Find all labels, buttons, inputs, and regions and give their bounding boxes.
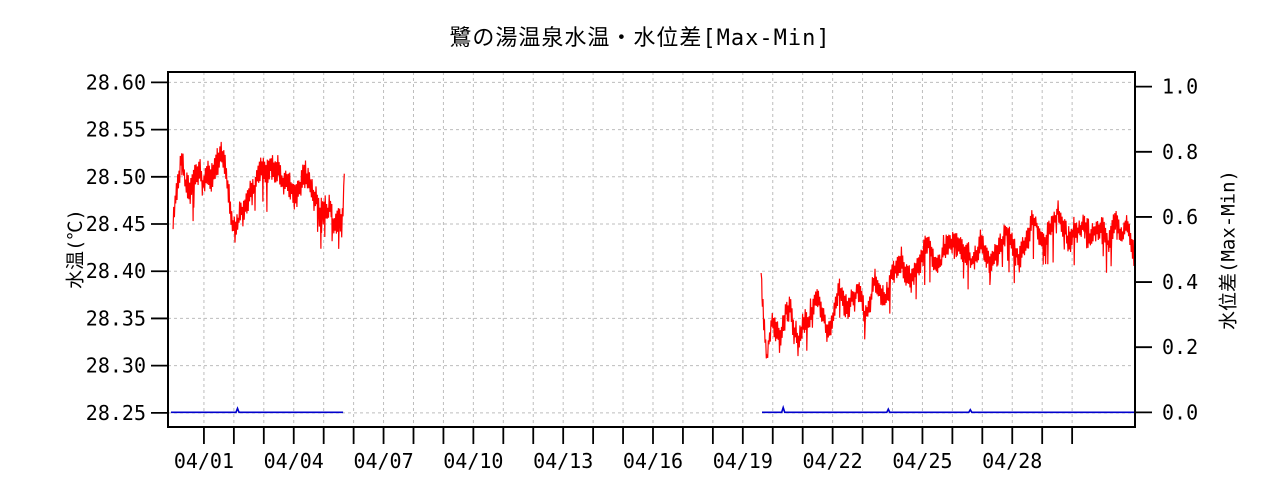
y-tick-label-right: 1.0: [1162, 75, 1198, 99]
y-right-tick-labels: 0.0 0.2 0.4 0.6 0.8 1.0: [1162, 75, 1198, 425]
x-tick-label: 04/01: [174, 449, 234, 473]
level-diff-series: [762, 404, 1135, 414]
y-tick-label-left: 28.45: [86, 212, 146, 236]
x-tick-label: 04/28: [982, 449, 1042, 473]
x-tick-label: 04/04: [264, 449, 324, 473]
x-tick-label: 04/19: [713, 449, 773, 473]
y-tick-label-right: 0.6: [1162, 205, 1198, 229]
level-diff-series: [171, 406, 344, 414]
chart-title: 鷺の湯温泉水温・水位差[Max-Min]: [449, 26, 831, 51]
x-tick-label: 04/16: [623, 449, 683, 473]
y-tick-label-right: 0.8: [1162, 140, 1198, 164]
y-tick-label-right: 0.4: [1162, 270, 1198, 294]
x-tick-labels: 04/01 04/04 04/07 04/10 04/13 04/16 04/19 04/22…: [174, 449, 1043, 473]
temperature-series: [172, 141, 345, 249]
y-left-tick-labels: 28.25 28.30 28.35 28.40 28.45 28.50 28.55 28.60: [86, 70, 146, 424]
y-tick-label-left: 28.25: [86, 401, 146, 425]
x-tick-label: 04/22: [803, 449, 863, 473]
y-tick-label-left: 28.50: [86, 165, 146, 189]
y-tick-label-right: 0.2: [1162, 335, 1198, 359]
x-tick-label: 04/13: [533, 449, 593, 473]
y-axis-label-right: 水位差(Max-Min): [1217, 170, 1240, 330]
x-tick-label: 04/07: [353, 449, 413, 473]
y-tick-label-left: 28.40: [86, 259, 146, 283]
axis-ticks: [151, 81, 1152, 444]
x-tick-label: 04/25: [892, 449, 952, 473]
grid-lines: [168, 72, 1135, 427]
temperature-series: [760, 200, 1136, 359]
y-tick-label-left: 28.60: [86, 70, 146, 94]
y-tick-label-left: 28.55: [86, 118, 146, 142]
y-axis-label-left: 水温(℃): [64, 209, 87, 289]
y-tick-label-left: 28.30: [86, 354, 146, 378]
x-tick-label: 04/10: [443, 449, 503, 473]
plot-border: [167, 71, 1136, 428]
y-tick-label-left: 28.35: [86, 306, 146, 330]
y-tick-label-right: 0.0: [1162, 400, 1198, 424]
